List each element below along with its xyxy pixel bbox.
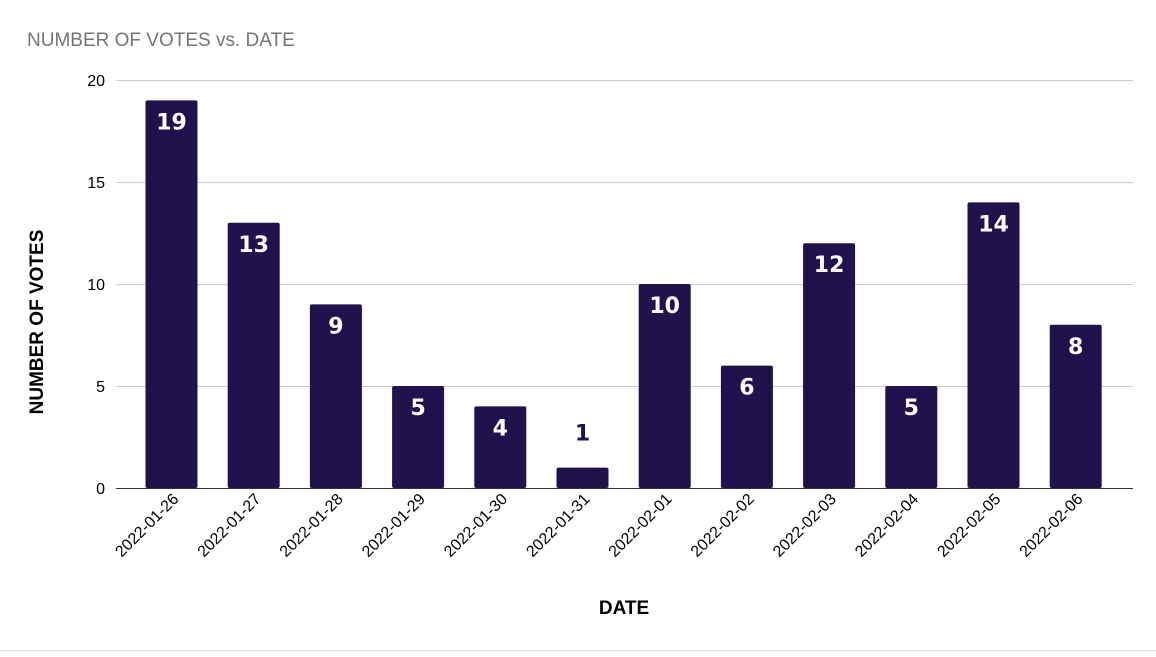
- bars: [145, 100, 1102, 489]
- bar: [309, 304, 362, 488]
- data-label: 19: [156, 110, 187, 135]
- data-label: 4: [493, 416, 508, 441]
- y-tick-label: 10: [87, 277, 105, 294]
- x-tick-label: 2022-02-01: [606, 491, 676, 561]
- data-label: 10: [649, 294, 680, 319]
- bar: [1049, 324, 1102, 488]
- x-tick-label: 2022-02-05: [934, 491, 1004, 561]
- y-tick-label: 5: [96, 379, 105, 396]
- x-axis-ticks: 2022-01-26 2022-01-27 2022-01-28 2022-01-29…: [112, 491, 1086, 561]
- y-tick-label: 15: [87, 175, 105, 192]
- bar: [556, 467, 609, 488]
- x-tick-label: 2022-02-03: [770, 491, 840, 561]
- data-labels: 19 13 9 5 4 1 10 6 12 5 14 8: [156, 110, 1083, 446]
- y-tick-label: 0: [96, 481, 105, 498]
- bar: [227, 222, 280, 489]
- data-label: 5: [904, 396, 919, 421]
- data-label: 5: [410, 396, 425, 421]
- x-tick-label: 2022-01-31: [523, 491, 593, 561]
- data-label: 14: [978, 212, 1009, 237]
- bar: [720, 365, 773, 488]
- y-axis-title: NUMBER OF VOTES: [27, 230, 48, 415]
- y-axis-ticks: 0 5 10 15 20: [87, 73, 105, 498]
- data-label: 6: [739, 376, 754, 401]
- bar: [145, 100, 198, 489]
- data-label: 13: [238, 233, 269, 258]
- data-label: 12: [814, 253, 845, 278]
- data-label: 1: [575, 422, 590, 447]
- x-tick-label: 2022-01-28: [277, 491, 347, 561]
- bar: [474, 406, 527, 488]
- bar: [803, 243, 856, 488]
- bar: [967, 202, 1020, 488]
- x-tick-label: 2022-02-02: [688, 491, 758, 561]
- y-tick-label: 20: [87, 73, 105, 90]
- x-tick-label: 2022-01-27: [195, 491, 265, 561]
- x-tick-label: 2022-02-06: [1017, 491, 1087, 561]
- x-axis-title: DATE: [599, 598, 649, 619]
- data-label: 9: [328, 314, 343, 339]
- x-tick-label: 2022-01-29: [359, 491, 429, 561]
- gridlines: [116, 80, 1133, 387]
- bar: [885, 386, 938, 488]
- x-tick-label: 2022-01-26: [112, 491, 182, 561]
- bar: [392, 386, 445, 488]
- x-tick-label: 2022-02-04: [852, 491, 922, 561]
- x-tick-label: 2022-01-30: [441, 491, 511, 561]
- bar: [638, 284, 691, 488]
- chart-title: NUMBER OF VOTES vs. DATE: [27, 30, 295, 51]
- data-label: 8: [1068, 335, 1083, 360]
